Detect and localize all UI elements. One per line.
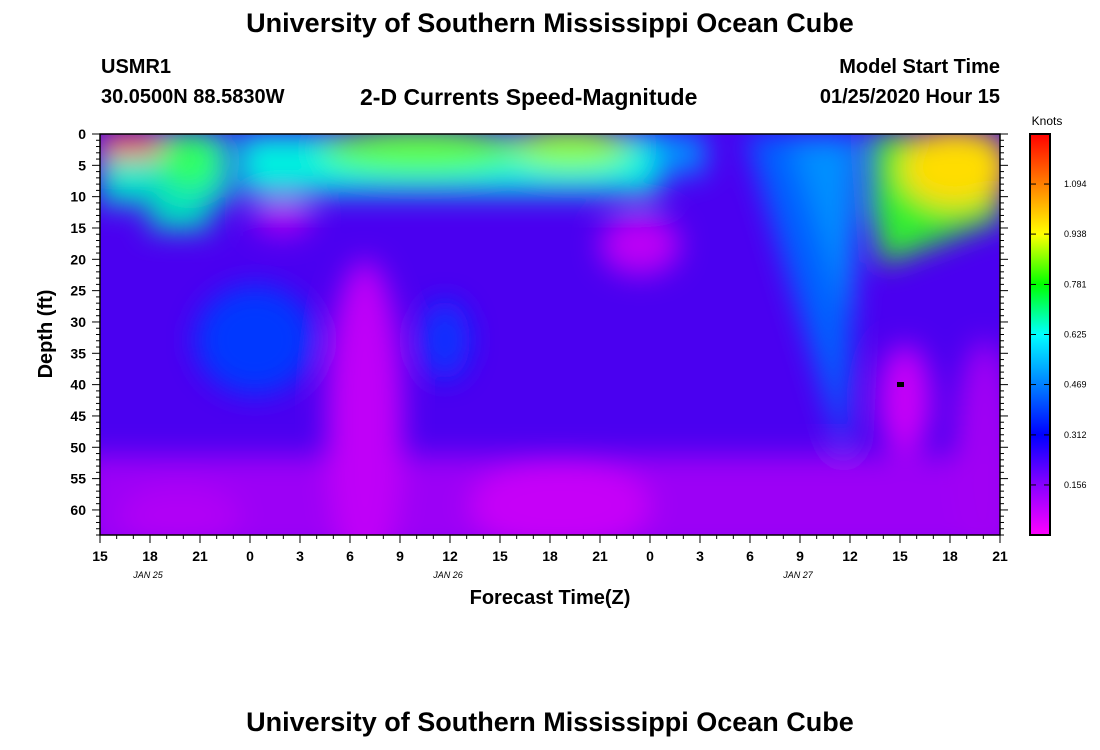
x-tick-label: 6: [346, 548, 354, 564]
date-labels: JAN 25 JAN 26 JAN 27: [132, 570, 814, 580]
y-axis-label: Depth (ft): [35, 290, 57, 379]
colorbar-tick-label: 0.625: [1064, 330, 1087, 340]
y-tick-label: 30: [70, 314, 86, 330]
colorbar: Knots 1.094 0.938 0.781 0.625 0.469 0.312 0.15…: [1029, 114, 1087, 536]
x-tick-label: 3: [296, 548, 304, 564]
x-tick-label: 3: [696, 548, 704, 564]
x-tick-label: 15: [92, 548, 108, 564]
heatmap-field: [100, 134, 1000, 535]
colorbar-tick-label: 0.781: [1064, 279, 1087, 289]
colorbar-tick-label: 0.312: [1064, 430, 1087, 440]
y-tick-label: 0: [78, 126, 86, 142]
y-tick-label: 15: [70, 220, 86, 236]
x-tick-label: 6: [746, 548, 754, 564]
y-tick-label: 45: [70, 408, 86, 424]
station-coordinates: 30.0500N 88.5830W: [101, 86, 285, 108]
x-tick-label: 12: [442, 548, 458, 564]
x-tick-label: 12: [842, 548, 858, 564]
x-axis-label: Forecast Time(Z): [470, 587, 631, 609]
colorbar-ticks: 1.094 0.938 0.781 0.625 0.469 0.312 0.156: [1030, 179, 1087, 490]
x-tick-label: 9: [396, 548, 404, 564]
main-title: University of Southern Mississippi Ocean…: [246, 8, 854, 38]
x-axis-ticks: 15 18 21 0 3 6 9 12 15 18 21 0 3 6 9 12 15 18 21: [92, 535, 1008, 564]
chart-title: 2-D Currents Speed-Magnitude: [360, 84, 698, 110]
y-axis-ticks: 0 5 10 15 20 25 30 35 40 45 50 55 60: [70, 126, 1008, 536]
x-tick-label: 9: [796, 548, 804, 564]
y-tick-label: 40: [70, 377, 86, 393]
colorbar-tick-label: 0.938: [1064, 229, 1087, 239]
y-tick-label: 10: [70, 189, 86, 205]
y-tick-label: 50: [70, 439, 86, 455]
colorbar-tick-label: 0.156: [1064, 480, 1087, 490]
date-label: JAN 27: [782, 570, 814, 580]
y-tick-label: 35: [70, 345, 86, 361]
model-start-label: Model Start Time: [839, 56, 1000, 78]
x-tick-label: 15: [892, 548, 908, 564]
date-label: JAN 26: [432, 570, 463, 580]
colorbar-tick-label: 1.094: [1064, 179, 1087, 189]
x-tick-label: 18: [942, 548, 958, 564]
station-id: USMR1: [101, 56, 172, 78]
x-tick-label: 21: [192, 548, 208, 564]
x-tick-label: 18: [542, 548, 558, 564]
x-tick-label: 18: [142, 548, 158, 564]
x-tick-label: 0: [246, 548, 254, 564]
colorbar-tick-label: 0.469: [1064, 380, 1087, 390]
y-tick-label: 20: [70, 251, 86, 267]
footer-title: University of Southern Mississippi Ocean…: [246, 707, 854, 737]
date-label: JAN 25: [132, 570, 164, 580]
x-tick-label: 21: [592, 548, 608, 564]
x-tick-label: 21: [992, 548, 1008, 564]
model-start-value: 01/25/2020 Hour 15: [819, 86, 1000, 108]
y-tick-label: 60: [70, 502, 86, 518]
x-tick-label: 15: [492, 548, 508, 564]
y-tick-label: 5: [78, 157, 86, 173]
x-tick-label: 0: [646, 548, 654, 564]
colorbar-label: Knots: [1032, 114, 1063, 128]
y-tick-label: 25: [70, 283, 86, 299]
y-tick-label: 55: [70, 471, 86, 487]
